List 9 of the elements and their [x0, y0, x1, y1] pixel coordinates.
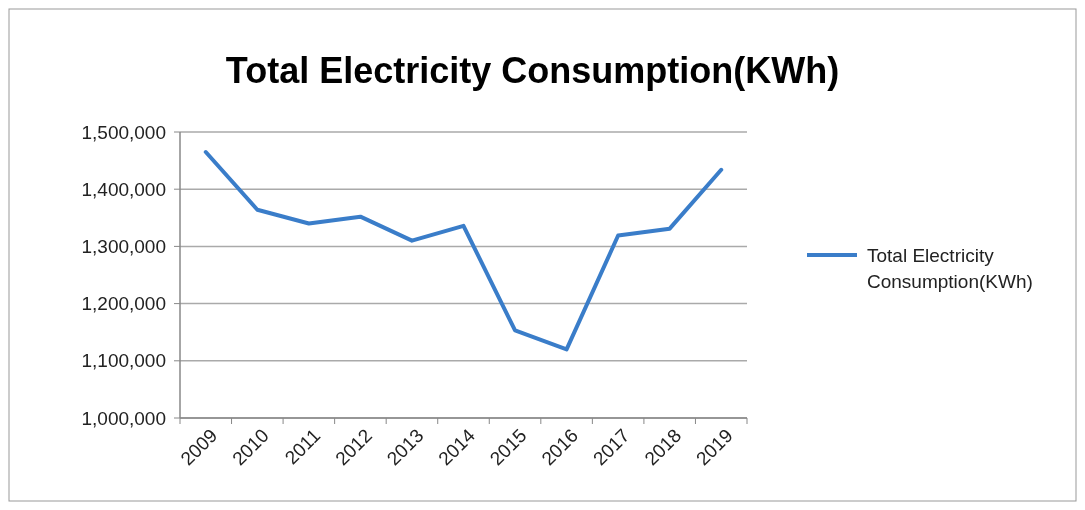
y-tick-label: 1,300,000: [81, 236, 166, 258]
line-series: [203, 150, 724, 352]
y-tick-label: 1,400,000: [81, 178, 166, 200]
legend-label: Total Electricity Consumption(KWh): [867, 244, 1033, 293]
y-tick-label: 1,500,000: [81, 121, 166, 143]
y-tick-label: 1,100,000: [81, 350, 166, 372]
chart-title: Total Electricity Consumption(KWh): [225, 50, 840, 91]
y-tick-label: 1,200,000: [81, 293, 166, 315]
y-tick-label: 1,000,000: [81, 407, 166, 429]
